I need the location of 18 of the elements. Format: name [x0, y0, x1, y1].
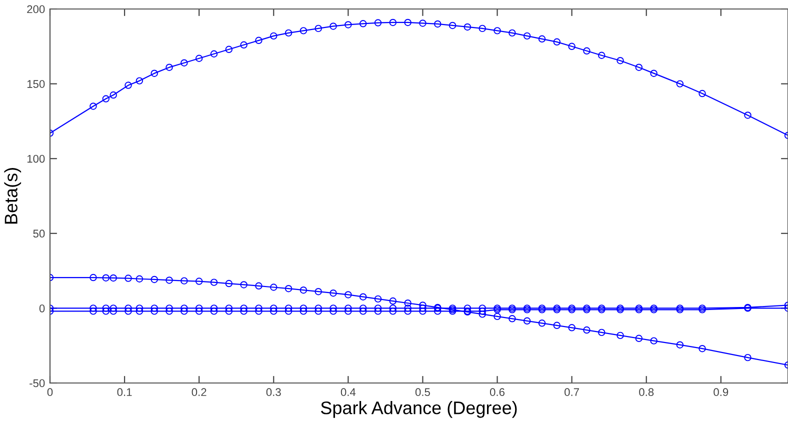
x-tick-label: 0.6 — [490, 388, 505, 396]
y-tick-label: 150 — [27, 80, 45, 88]
y-tick-label: -50 — [30, 379, 45, 388]
y-tick-label: 200 — [27, 5, 45, 14]
x-tick-label: 0.7 — [564, 388, 579, 396]
y-tick-label: 0 — [39, 304, 45, 312]
y-axis-title: Beta(s) — [4, 168, 22, 224]
x-tick-label: 0.3 — [266, 388, 281, 396]
y-tick-label: 100 — [27, 154, 45, 163]
x-tick-label: 0.5 — [415, 388, 430, 396]
x-tick-label: 0.9 — [714, 388, 728, 396]
x-tick-label: 0.8 — [639, 388, 654, 396]
x-tick-label: 0.4 — [340, 388, 356, 396]
x-tick-label: 0.1 — [117, 388, 132, 396]
x-axis-title: Spark Advance (Degree) — [320, 400, 517, 418]
x-tick-label: 0 — [47, 388, 53, 396]
x-tick-label: 0.2 — [192, 388, 206, 396]
y-tick-label: 50 — [33, 230, 45, 238]
